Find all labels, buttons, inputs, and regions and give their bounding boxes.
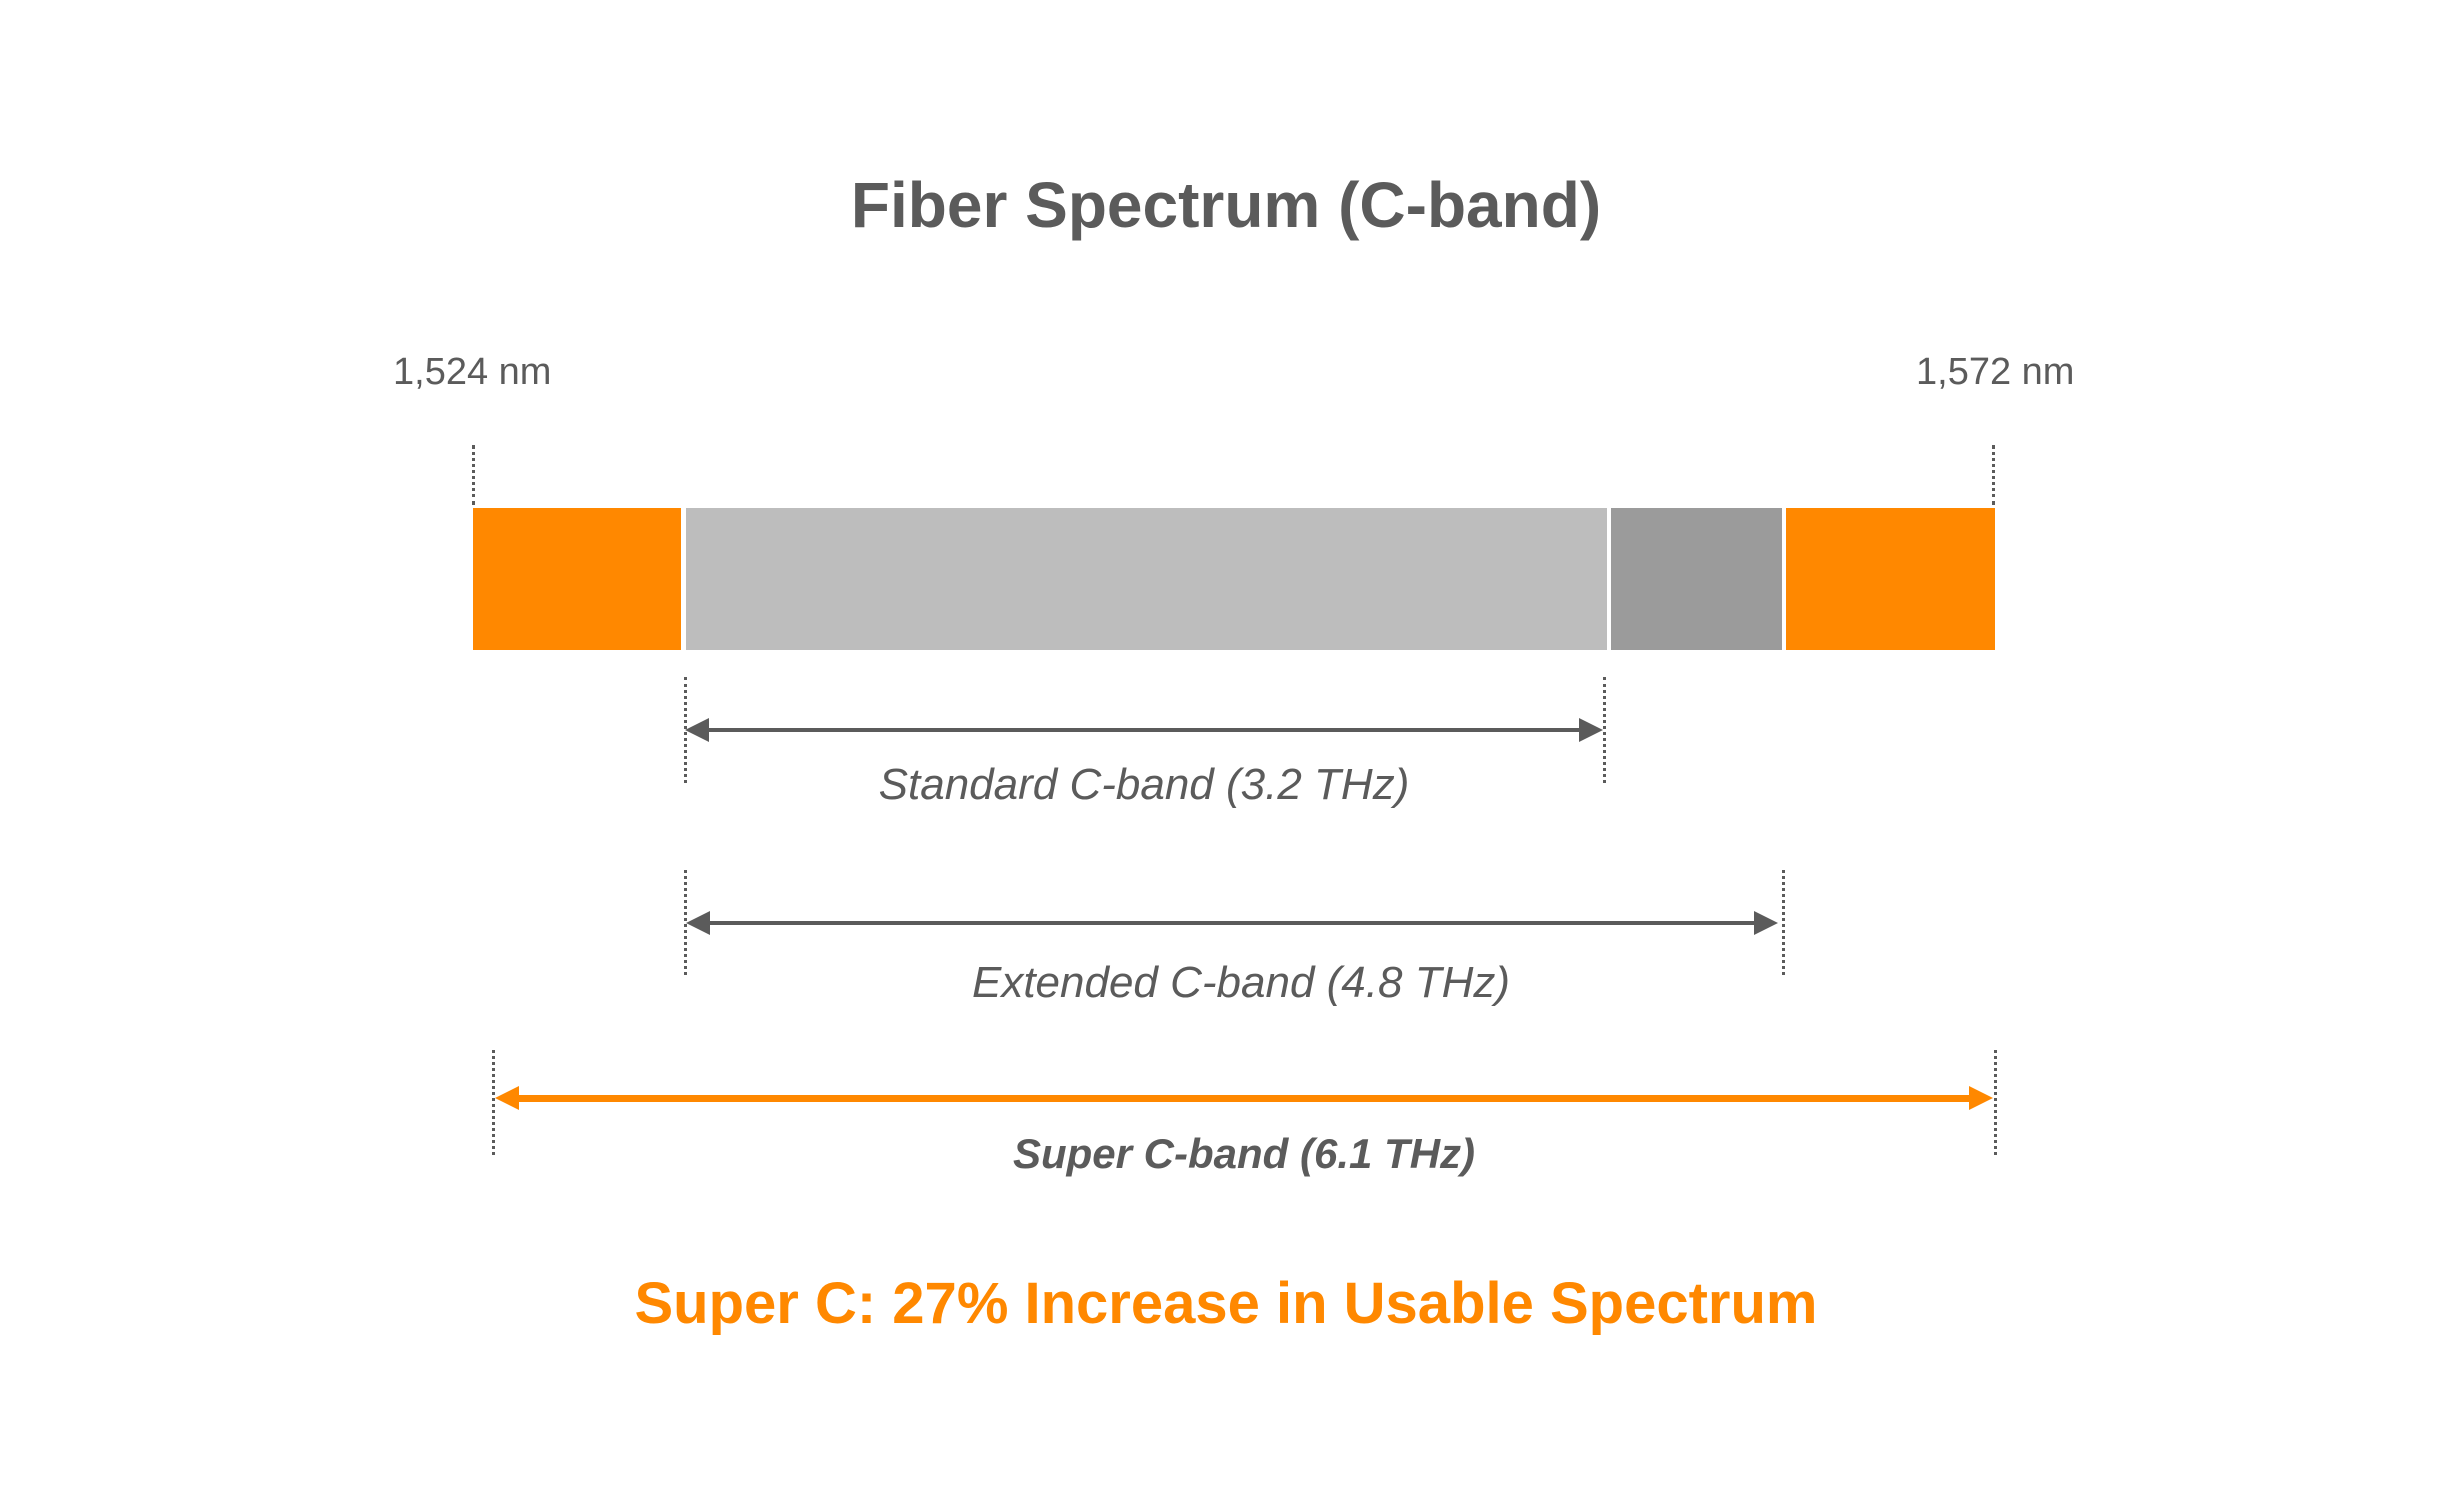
start-wavelength-label: 1,524 nm bbox=[393, 351, 552, 393]
super-start-dotted-line bbox=[492, 1050, 495, 1155]
start-marker-dotted-line bbox=[472, 445, 475, 505]
standard-band-label: Standard C-band (3.2 THz) bbox=[878, 760, 1410, 809]
extended-right-arrowhead-icon bbox=[1754, 911, 1778, 935]
extended-c-band-segment bbox=[1611, 508, 1782, 650]
standard-end-dotted-line bbox=[1603, 677, 1606, 783]
extended-band-label: Extended C-band (4.8 THz) bbox=[971, 958, 1511, 1007]
super-band-arrow-line bbox=[515, 1095, 1973, 1102]
super-band-label: Super C-band (6.1 THz) bbox=[1012, 1130, 1476, 1177]
end-marker-dotted-line bbox=[1992, 445, 1995, 505]
headline-summary: Super C: 27% Increase in Usable Spectrum bbox=[634, 1271, 1818, 1336]
diagram-title: Fiber Spectrum (C-band) bbox=[850, 169, 1602, 241]
super-c-lower-segment bbox=[473, 508, 681, 650]
super-right-arrowhead-icon bbox=[1969, 1086, 1993, 1110]
standard-band-arrow-line bbox=[705, 728, 1585, 732]
end-wavelength-label: 1,572 nm bbox=[1916, 351, 2075, 393]
super-c-upper-segment bbox=[1786, 508, 1995, 650]
extended-start-dotted-line bbox=[684, 870, 687, 975]
standard-right-arrowhead-icon bbox=[1579, 718, 1603, 742]
extended-end-dotted-line bbox=[1782, 870, 1785, 975]
extended-band-arrow-line bbox=[706, 921, 1758, 925]
standard-c-band-segment bbox=[686, 508, 1607, 650]
super-end-dotted-line bbox=[1994, 1050, 1997, 1155]
